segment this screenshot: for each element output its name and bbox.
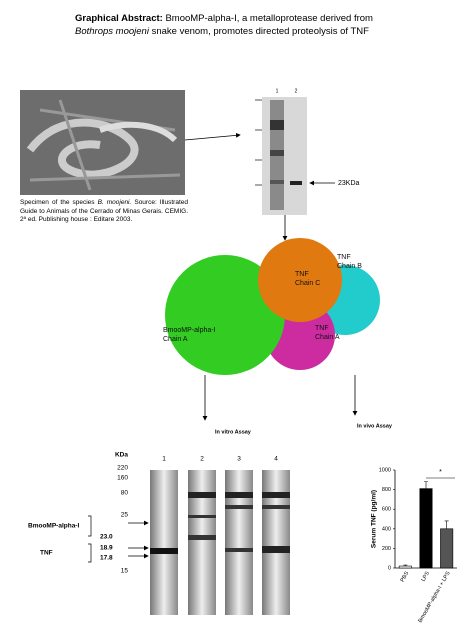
bar bbox=[419, 488, 433, 569]
error-bar bbox=[444, 520, 449, 529]
lane-label: 2 bbox=[200, 456, 204, 463]
gel-annotation: 23.0 bbox=[100, 534, 113, 541]
marker-label: 160 bbox=[117, 475, 128, 482]
chain-label: TNF bbox=[337, 254, 351, 261]
bottom-gel bbox=[150, 470, 290, 615]
y-tick-label: 200 bbox=[382, 546, 391, 552]
protein-structure bbox=[165, 238, 380, 375]
title-text: BmooMP-alpha-I, a metalloprotease derive… bbox=[165, 13, 373, 24]
gel-annotation: BmooMP-alpha-I bbox=[28, 523, 79, 530]
bar bbox=[398, 565, 412, 569]
bar bbox=[440, 528, 454, 569]
marker-label: 15 bbox=[121, 568, 129, 575]
chain-label: TNF bbox=[295, 271, 309, 278]
gel-annotation: 18.9 bbox=[100, 545, 113, 552]
chain-label: Chain A bbox=[163, 336, 188, 343]
marker-label: 25 bbox=[121, 512, 129, 519]
chain-label: Chain B bbox=[337, 263, 362, 270]
caption-text: Source: Illustrated Guide to Animals of … bbox=[20, 199, 188, 223]
y-tick-label: 600 bbox=[382, 507, 391, 513]
error-bar bbox=[424, 481, 428, 489]
chain-label: Chain A bbox=[315, 334, 340, 341]
lane-label: 1 bbox=[162, 456, 166, 463]
y-tick-label: 400 bbox=[382, 526, 391, 532]
chain-label: BmooMP-alpha-I bbox=[163, 327, 216, 334]
error-bar bbox=[403, 564, 408, 567]
y-tick-label: 800 bbox=[382, 487, 391, 493]
y-axis-label: Serum TNF (pg/ml) bbox=[371, 490, 378, 548]
lane-label: 3 bbox=[237, 456, 241, 463]
band-label: 23KDa bbox=[338, 180, 360, 187]
chain-label: Chain C bbox=[295, 280, 320, 287]
y-tick-label: 1000 bbox=[379, 467, 391, 473]
caption-text: Specimen of the species bbox=[20, 199, 95, 206]
title-species: Bothrops moojeni bbox=[75, 26, 149, 37]
gel-annotation: TNF bbox=[40, 550, 53, 557]
photo-caption: Specimen of the species B. moojeni. Sour… bbox=[20, 199, 188, 225]
top-gel bbox=[255, 97, 307, 215]
gel-annotation: 17.8 bbox=[100, 555, 113, 562]
lane-label: 4 bbox=[274, 456, 278, 463]
assay-label: In vivo Assay bbox=[357, 423, 393, 429]
title-text: snake venom, promotes directed proteolys… bbox=[151, 26, 369, 37]
significance-label: * bbox=[439, 469, 442, 476]
x-tick-label: LPS bbox=[421, 570, 432, 582]
bar-chart: 0 200 400 600 800 1000 Serum TNF (pg/ml) PBS LPS… bbox=[371, 467, 457, 624]
lane-label: 2 bbox=[295, 88, 298, 94]
marker-label: 80 bbox=[121, 490, 129, 497]
title-lead: Graphical Abstract: bbox=[75, 13, 163, 24]
title: Graphical Abstract: BmooMP-alpha-I, a me… bbox=[75, 12, 405, 38]
lane-label: 1 bbox=[276, 88, 279, 94]
arrow bbox=[184, 132, 241, 141]
marker-label: 220 bbox=[117, 465, 128, 472]
x-tick-label: PBS bbox=[400, 570, 411, 583]
assay-label: In vitro Assay bbox=[215, 429, 252, 435]
chain-label: TNF bbox=[315, 325, 329, 332]
snake-photo bbox=[20, 90, 185, 195]
bracket bbox=[88, 515, 92, 563]
unit-label: KDa bbox=[115, 452, 128, 459]
y-tick-label: 0 bbox=[388, 565, 391, 571]
caption-species: B. moojeni. bbox=[97, 199, 132, 206]
